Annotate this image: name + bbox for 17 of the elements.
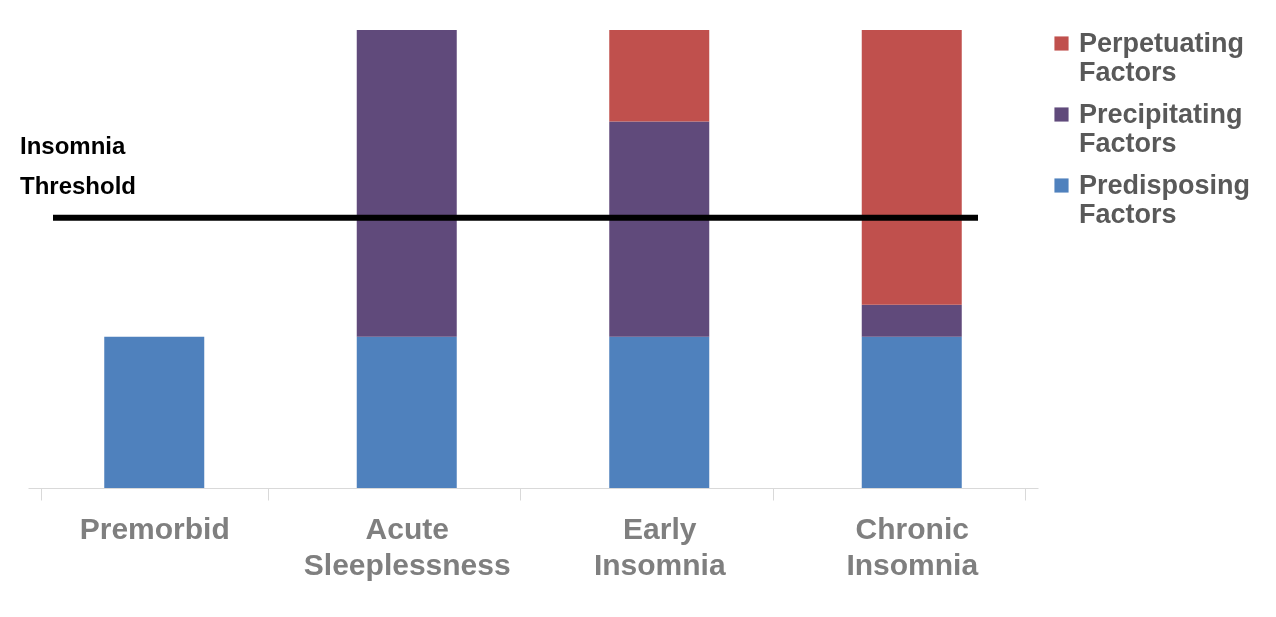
x-tick-label: Early Insomnia: [593, 511, 726, 581]
bar: [609, 30, 710, 122]
legend-label: Perpetuating Factors: [1079, 27, 1245, 87]
bar: [609, 121, 710, 337]
bar: [609, 336, 710, 488]
bar: [104, 336, 205, 488]
bar: [356, 336, 457, 488]
bar: [861, 30, 962, 305]
bar: [861, 304, 962, 337]
legend-label: Precipitating Factors: [1079, 98, 1243, 158]
ref-line-label: Insomnia Threshold: [20, 131, 137, 199]
x-tick-label: Premorbid: [79, 511, 230, 545]
bar: [356, 30, 457, 337]
x-tick-label: Chronic Insomnia: [846, 511, 979, 581]
legend-label: Predisposing Factors: [1079, 169, 1251, 229]
bar: [861, 336, 962, 488]
x-tick-label: Acute Sleeplessness: [303, 511, 511, 581]
